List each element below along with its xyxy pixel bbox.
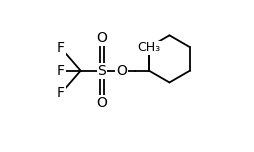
Text: O: O bbox=[97, 31, 107, 45]
Text: O: O bbox=[97, 96, 107, 110]
Text: CH₃: CH₃ bbox=[137, 41, 161, 54]
Text: F: F bbox=[57, 64, 65, 78]
Text: S: S bbox=[98, 64, 106, 78]
Text: F: F bbox=[57, 86, 65, 100]
Text: F: F bbox=[57, 41, 65, 55]
Text: O: O bbox=[116, 64, 127, 78]
